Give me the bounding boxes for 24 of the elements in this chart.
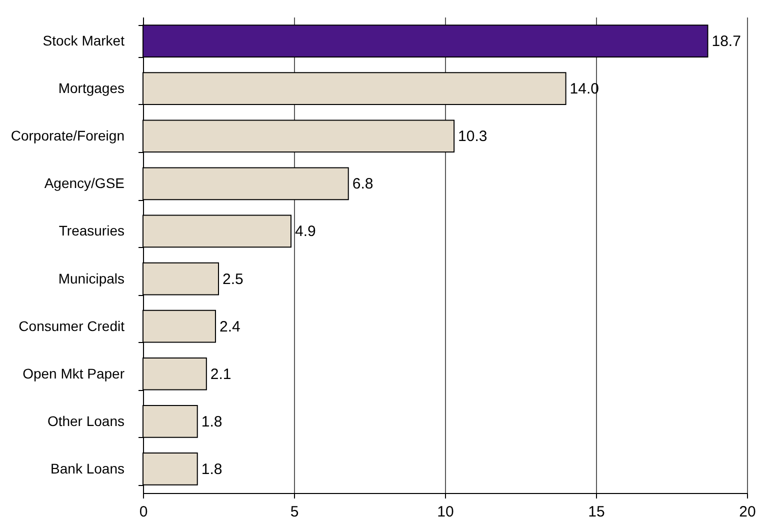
data-label: 6.8 — [352, 176, 374, 193]
x-tick-label: 15 — [588, 504, 605, 520]
y-tick-label: Bank Loans — [50, 460, 124, 476]
y-tick-label: Mortgages — [58, 80, 124, 96]
y-tick-label: Other Loans — [47, 412, 124, 429]
data-label: 1.8 — [201, 413, 222, 430]
data-label: 10.3 — [458, 128, 488, 146]
x-tick-label: 0 — [139, 504, 148, 520]
y-tick-label: Open Mkt Paper — [22, 365, 125, 382]
y-tick-label: Stock Market — [42, 32, 125, 49]
y-tick-label: Agency/GSE — [44, 175, 124, 192]
x-tick-label: 5 — [290, 504, 299, 520]
data-label: 4.9 — [294, 223, 316, 240]
data-label: 2.4 — [219, 318, 240, 336]
y-tick-label: Municipals — [58, 270, 124, 286]
data-label: 2.1 — [210, 366, 232, 383]
data-label: 2.5 — [222, 270, 244, 288]
x-tick-label: 10 — [437, 504, 454, 520]
data-label: 1.8 — [201, 460, 222, 478]
x-tick-label: 20 — [739, 504, 756, 520]
y-tick-label: Corporate/Foreign — [10, 128, 124, 144]
y-tick-label: Consumer Credit — [18, 318, 125, 334]
data-label: 18.7 — [712, 33, 741, 50]
y-tick-label: Treasuries — [58, 222, 124, 239]
